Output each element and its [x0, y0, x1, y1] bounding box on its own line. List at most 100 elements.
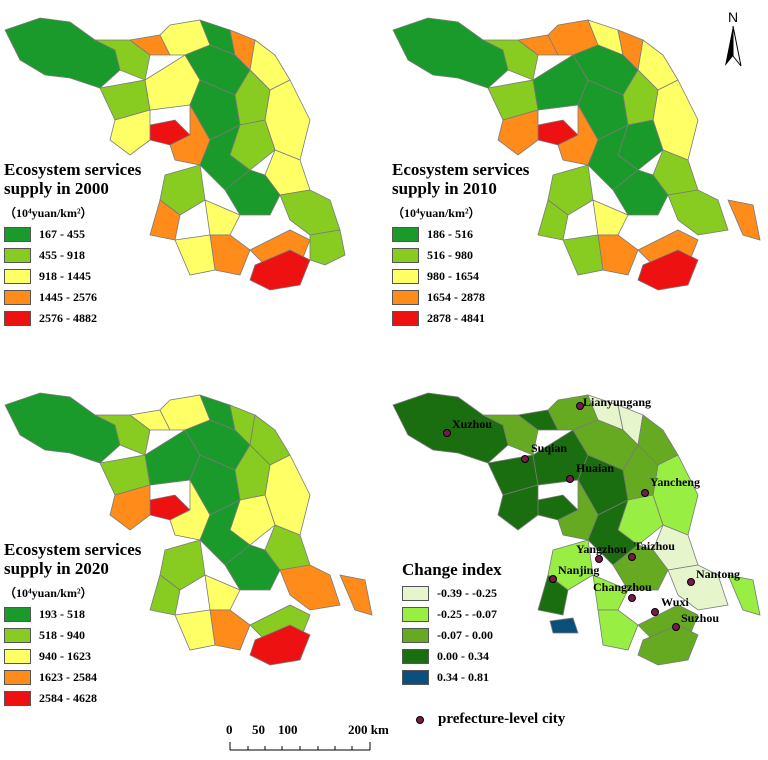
district [497, 109, 539, 156]
city-dot [521, 455, 529, 463]
legend-title: Ecosystem services [392, 160, 530, 179]
legend-swatch [402, 586, 429, 601]
legend-title: supply in 2010 [392, 179, 497, 198]
city-dot [566, 475, 574, 483]
legend-label: 167 - 455 [39, 227, 85, 241]
legend-swatch [4, 607, 31, 622]
district [279, 189, 341, 236]
legend-swatch [4, 311, 31, 326]
legend-label: 2878 - 4841 [427, 311, 485, 325]
legend-swatch [4, 670, 31, 685]
legend-swatch [4, 628, 31, 643]
scale-tick-label: 200 km [348, 722, 389, 737]
district [4, 17, 121, 89]
legend-unit: （10⁴yuan/km²） [4, 206, 93, 220]
district [209, 234, 251, 276]
city-label-yancheng: Yancheng [650, 475, 701, 489]
city-dot [672, 623, 680, 631]
scale-tick-label: 50 [252, 722, 265, 737]
legend-label: 2576 - 4882 [39, 311, 97, 325]
north-arrow-icon: N [725, 9, 742, 67]
city-dot [628, 594, 636, 602]
city-legend-label: prefecture-level city [438, 711, 566, 727]
district [174, 609, 216, 651]
district [249, 624, 311, 666]
map-districts [4, 17, 346, 291]
map-panel-2010: Ecosystem services supply in 2010 （10⁴yu… [388, 0, 768, 330]
legend-title: supply in 2020 [4, 559, 109, 578]
district [549, 617, 579, 634]
legend-swatch [402, 628, 429, 643]
district [667, 189, 729, 236]
city-label-changzhou: Changzhou [593, 580, 652, 594]
map-panel-2020: Ecosystem services supply in 2020 （10⁴yu… [0, 375, 384, 706]
legend-item: 1623 - 2584 [4, 667, 141, 688]
legend-swatch [4, 227, 31, 242]
legend-swatch [4, 248, 31, 263]
scale-bar: 0 50 100 200 km [220, 722, 420, 758]
legend-swatch [402, 607, 429, 622]
legend-label: 1654 - 2878 [427, 290, 485, 304]
legend-label: 0.34 - 0.81 [437, 670, 489, 684]
legend-swatch [402, 649, 429, 664]
city-dot [651, 608, 659, 616]
legend-item: -0.07 - 0.00 [402, 625, 502, 646]
legend-label: -0.25 - -0.07 [437, 607, 497, 621]
legend-item: -0.39 - -0.25 [402, 583, 502, 604]
legend-swatch [4, 290, 31, 305]
legend-label: 940 - 1623 [39, 649, 91, 663]
district [159, 164, 206, 216]
city-label-suqian: Suqian [531, 441, 568, 455]
legend-item: 2576 - 4882 [4, 308, 141, 329]
legend-item: 918 - 1445 [4, 266, 141, 287]
legend-unit: （10⁴yuan/km²） [392, 206, 481, 220]
district [174, 234, 216, 276]
north-label: N [728, 9, 738, 25]
district [249, 249, 311, 291]
district [209, 609, 251, 651]
legend-item: 0.34 - 0.81 [402, 667, 502, 688]
legend-title: Change index [402, 560, 502, 579]
district [339, 574, 373, 616]
district [562, 234, 604, 276]
legend-item: 0.00 - 0.34 [402, 646, 502, 667]
legend-item: 167 - 455 [4, 224, 141, 245]
city-dot [443, 429, 451, 437]
legend-swatch [392, 311, 419, 326]
district [537, 574, 569, 616]
map-districts [392, 392, 761, 666]
legend-item: 455 - 918 [4, 245, 141, 266]
legend-label: -0.07 - 0.00 [437, 628, 493, 642]
city-label-xuzhou: Xuzhou [452, 417, 493, 431]
legend-item: 980 - 1654 [392, 266, 529, 287]
legend-item: 940 - 1623 [4, 646, 141, 667]
map-districts [392, 17, 761, 291]
legend-2020: Ecosystem services supply in 2020 （10⁴yu… [4, 540, 141, 709]
district [667, 564, 729, 611]
legend-label: 980 - 1654 [427, 269, 479, 283]
legend-label: 193 - 518 [39, 607, 85, 621]
legend-swatch [392, 290, 419, 305]
legend-label: 2584 - 4628 [39, 691, 97, 705]
city-label-suzhou: Suzhou [681, 611, 720, 625]
legend-label: 1445 - 2576 [39, 290, 97, 304]
legend-swatch [402, 670, 429, 685]
legend-label: -0.39 - -0.25 [437, 586, 497, 600]
scale-tick-label: 0 [226, 722, 233, 737]
city-label-yangzhou: Yangzhou [576, 542, 627, 556]
city-dot [576, 402, 584, 410]
city-label-taizhou: Taizhou [634, 539, 675, 553]
legend-swatch [4, 691, 31, 706]
district [392, 17, 509, 89]
legend-item: 2878 - 4841 [392, 308, 529, 329]
city-label-lianyungang: Lianyungang [583, 395, 652, 409]
legend-title: Ecosystem services [4, 160, 142, 179]
legend-label: 918 - 1445 [39, 269, 91, 283]
district [727, 574, 761, 616]
legend-label: 455 - 918 [39, 248, 85, 262]
legend-item: -0.25 - -0.07 [402, 604, 502, 625]
city-label-huaian: Huaian [576, 461, 615, 475]
district [279, 564, 341, 611]
district [109, 484, 151, 531]
legend-item: 1654 - 2878 [392, 287, 529, 308]
